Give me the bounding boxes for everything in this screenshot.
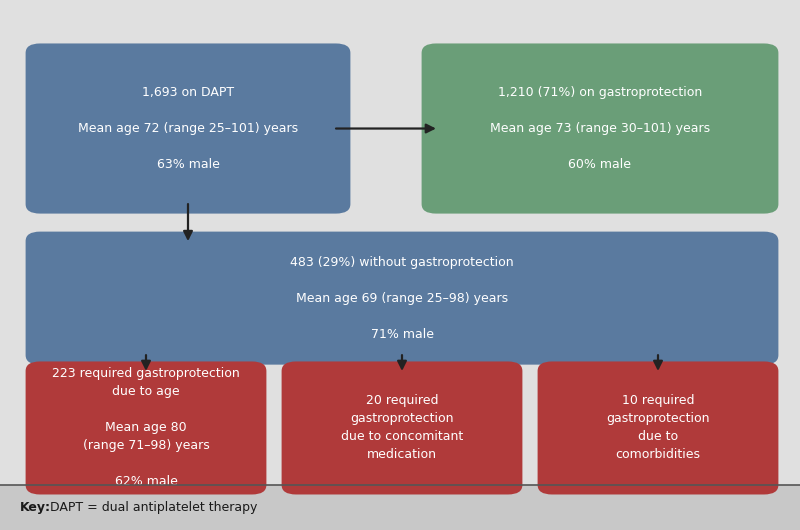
FancyBboxPatch shape (26, 43, 350, 214)
FancyBboxPatch shape (26, 232, 778, 365)
Text: 483 (29%) without gastroprotection

Mean age 69 (range 25–98) years

71% male: 483 (29%) without gastroprotection Mean … (290, 255, 514, 341)
Bar (0, 485, 800, 530)
Text: 223 required gastroprotection
due to age

Mean age 80
(range 71–98) years

62% m: 223 required gastroprotection due to age… (52, 367, 240, 489)
Text: Key:: Key: (20, 501, 51, 514)
FancyBboxPatch shape (282, 361, 522, 494)
FancyBboxPatch shape (538, 361, 778, 494)
Text: 1,210 (71%) on gastroprotection

Mean age 73 (range 30–101) years

60% male: 1,210 (71%) on gastroprotection Mean age… (490, 86, 710, 171)
Text: 20 required
gastroprotection
due to concomitant
medication: 20 required gastroprotection due to conc… (341, 394, 463, 462)
Text: 1,693 on DAPT

Mean age 72 (range 25–101) years

63% male: 1,693 on DAPT Mean age 72 (range 25–101)… (78, 86, 298, 171)
FancyBboxPatch shape (26, 361, 266, 494)
Text: 10 required
gastroprotection
due to
comorbidities: 10 required gastroprotection due to como… (606, 394, 710, 462)
Text: DAPT = dual antiplatelet therapy: DAPT = dual antiplatelet therapy (46, 501, 258, 514)
FancyBboxPatch shape (422, 43, 778, 214)
